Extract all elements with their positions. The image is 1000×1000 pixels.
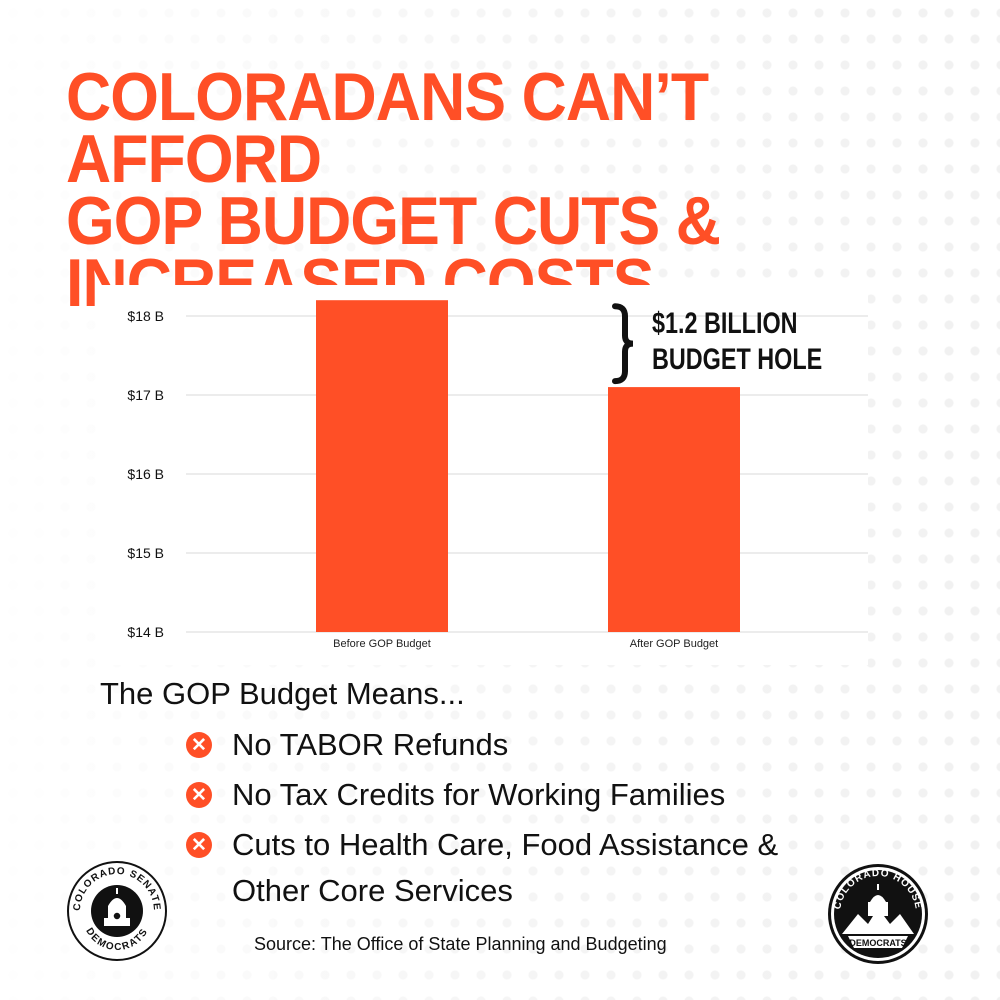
annotation-line-2: BUDGET HOLE: [652, 342, 822, 375]
list-item: ✕ No Tax Credits for Working Families: [186, 772, 832, 818]
bar: [316, 300, 448, 632]
headline: COLORADANS CAN’T AFFORD GOP BUDGET CUTS …: [66, 59, 876, 317]
capitol-mountains-icon: [842, 884, 914, 934]
bar-chart: $14 B $15 B $16 B $17 B $18 B Before GOP Budg…: [127, 300, 868, 650]
list-item-text: No TABOR Refunds: [232, 727, 509, 762]
y-tick-label: $16 B: [127, 466, 164, 482]
list-item-text: No Tax Credits for Working Families: [232, 777, 726, 812]
y-tick-label: $17 B: [127, 387, 164, 403]
x-circle-icon: ✕: [186, 732, 212, 758]
x-category-label: After GOP Budget: [630, 638, 718, 650]
list-item: ✕ No TABOR Refunds: [186, 722, 832, 768]
y-tick-label: $15 B: [127, 545, 164, 561]
bar: [608, 387, 740, 632]
list-item: ✕ Cuts to Health Care, Food Assistance &…: [186, 822, 832, 914]
budget-hole-brace: [612, 303, 634, 385]
headline-line-1: COLORADANS CAN’T AFFORD: [66, 59, 709, 197]
senate-democrats-logo: COLORADO SENATE DEMOCRATS: [67, 861, 167, 961]
y-tick-label: $14 B: [127, 624, 164, 640]
house-democrats-logo: COLORADO HOUSE DEMOCRATS: [828, 864, 928, 964]
means-list: ✕ No TABOR Refunds ✕ No Tax Credits for …: [186, 722, 832, 918]
x-circle-icon: ✕: [186, 782, 212, 808]
means-heading: The GOP Budget Means...: [100, 676, 465, 711]
x-circle-icon: ✕: [186, 832, 212, 858]
house-logo-bottom-text: DEMOCRATS: [849, 938, 906, 948]
headline-line-2: GOP BUDGET CUTS &: [66, 183, 721, 259]
x-category-label: Before GOP Budget: [333, 638, 431, 650]
annotation-line-1: $1.2 BILLION: [652, 306, 798, 339]
chart-panel: $14 B $15 B $16 B $17 B $18 B Before GOP Budg…: [100, 285, 868, 665]
list-item-text: Cuts to Health Care, Food Assistance & O…: [232, 827, 779, 908]
y-tick-label: $18 B: [127, 308, 164, 324]
source-note: Source: The Office of State Planning and…: [254, 934, 667, 954]
capitol-dome-icon: [104, 888, 130, 926]
